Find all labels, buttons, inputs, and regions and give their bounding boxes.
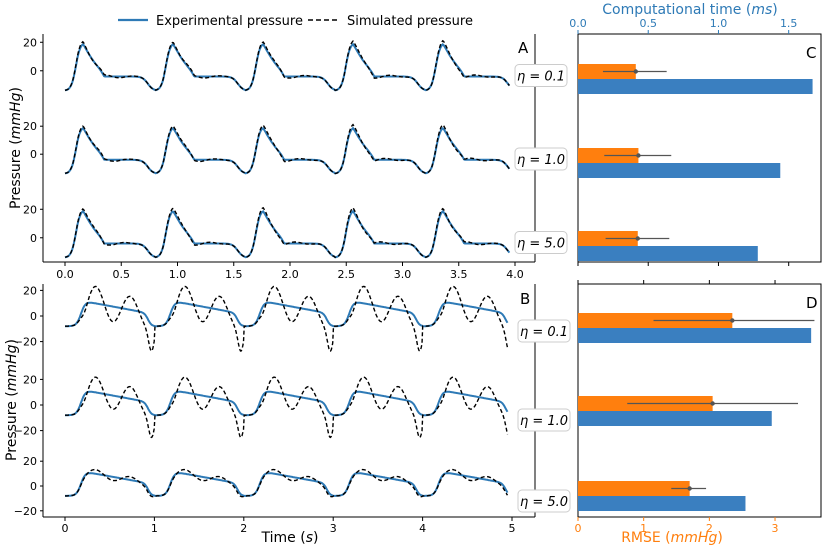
top-axis-tick-label: 0.5 [639, 17, 657, 30]
panel-c-error-point [635, 236, 640, 241]
panel-a-xtick-label: 2.0 [281, 268, 299, 281]
panel-a-xtick-label: 4.0 [506, 268, 524, 281]
panel-b-eta-box [517, 489, 571, 513]
panel-c-time-bar [578, 163, 781, 178]
panel-b-ytick-label: −20 [14, 336, 37, 349]
legend-experimental-label: Experimental pressure [156, 14, 303, 29]
panel-a-simulated-line [64, 206, 510, 259]
panel-b-ytick-label: 0 [30, 480, 37, 493]
panel-a-experimental-line [64, 126, 511, 175]
panel-b-simulated-line [65, 376, 509, 439]
panel-b-eta-label: η = 1.0 [520, 414, 568, 429]
bottom-axis-tick-label: 3 [772, 522, 779, 535]
panel-a-eta-label: η = 0.1 [517, 70, 565, 85]
panel-b-xtick-label: 4 [419, 522, 426, 535]
panel-a-experimental-line [64, 42, 511, 92]
panel-b-xtick-label: 5 [509, 522, 516, 535]
panel-b-y-axis-label: Pressure (mmHg) [4, 339, 20, 461]
panel-a-xtick-label: 0.0 [56, 268, 74, 281]
panel-b-ytick-label: −20 [14, 505, 37, 518]
panel-b-ytick-label: 20 [23, 455, 37, 468]
panel-b-ytick-label: 0 [30, 399, 37, 412]
panel-b-eta-label: η = 0.1 [520, 325, 568, 340]
panel-c-error-point [636, 153, 641, 158]
legend-simulated-label: Simulated pressure [347, 14, 473, 29]
panel-b-ytick-label: 20 [23, 373, 37, 386]
panel-a-eta-label: η = 1.0 [517, 153, 565, 168]
panel-b-xtick-label: 1 [151, 522, 158, 535]
panel-a-xtick-label: 2.5 [338, 268, 356, 281]
panel-d-letter: D [806, 294, 818, 312]
panel-d-error-point [710, 401, 715, 406]
panel-a-ytick-label: 0 [30, 148, 37, 161]
panel-a-xtick-label: 1.5 [225, 268, 243, 281]
panel-c-time-bar [578, 79, 813, 94]
panel-a-ytick-label: 0 [30, 65, 37, 78]
panel-d-time-bar [578, 411, 772, 426]
panel-a-eta-box [514, 231, 568, 254]
panel-a-y-axis-label: Pressure (mmHg) [8, 87, 24, 209]
panel-a-ytick-label: 20 [23, 203, 37, 216]
panel-d: D 0 1 2 3 [575, 280, 822, 535]
panel-b-ytick-label: 0 [30, 310, 37, 323]
panel-a-ytick-label: 0 [30, 232, 37, 245]
panel-b-simulated-line [65, 468, 509, 498]
panel-a-simulated-line [64, 123, 510, 175]
top-axis-tick-label: 1.0 [710, 17, 728, 30]
panel-d-rmse-bar [578, 481, 690, 496]
panel-b-xtick-label: 3 [330, 522, 337, 535]
bottom-axis-tick-label: 2 [706, 522, 713, 535]
panel-d-error-point [730, 318, 735, 323]
panel-a-ytick-label: 20 [23, 36, 37, 49]
panel-a-simulated-line [64, 39, 510, 92]
panel-c: C 0.0 0.5 1.0 1.5 [569, 17, 822, 266]
panel-c-error-point [633, 69, 638, 74]
panel-b-eta-box [517, 408, 571, 432]
panel-a-eta-label: η = 5.0 [517, 237, 565, 252]
panel-d-time-bar [578, 496, 746, 511]
top-axis-tick-label: 1.5 [780, 17, 798, 30]
panel-a: A 20 0 η = 0.1 20 0 η = 1.0 20 0 η = 5.0 0.0 0.5 1.… [23, 34, 568, 281]
panel-a-xtick-label: 0.5 [113, 268, 131, 281]
panel-a-eta-box [514, 64, 568, 87]
panel-a-letter: A [518, 39, 529, 57]
top-axis-label: Computational time (ms) [602, 2, 778, 18]
panel-b-xtick-label: 0 [62, 522, 69, 535]
panel-b-ytick-label: 20 [23, 284, 37, 297]
panel-b-eta-box [517, 319, 571, 343]
panel-a-experimental-line [64, 209, 511, 259]
panel-b-letter: B [520, 290, 530, 308]
panel-a-eta-box [514, 147, 568, 171]
bottom-axis-tick-label: 0 [575, 522, 582, 535]
bottom-axis-tick-label: 1 [640, 522, 647, 535]
panel-b-simulated-line [65, 285, 509, 353]
panel-d-time-bar [578, 328, 812, 343]
panel-b-ytick-label: −20 [14, 425, 37, 438]
panel-b-xtick-label: 2 [240, 522, 247, 535]
panel-c-time-bar [578, 246, 758, 261]
panel-a-ytick-label: 20 [23, 120, 37, 133]
panel-a-xtick-label: 3.0 [394, 268, 412, 281]
top-axis-tick-label: 0.0 [569, 17, 587, 30]
panel-c-letter: C [806, 44, 816, 62]
panel-b-eta-label: η = 5.0 [520, 495, 568, 510]
legend: Experimental pressure Simulated pressure [118, 14, 473, 29]
panel-b-experimental-line [65, 472, 509, 497]
x-axis-label: Time (s) [261, 530, 319, 546]
bottom-axis-label: RMSE (mmHg) [621, 530, 723, 546]
panel-a-xtick-label: 1.0 [169, 268, 187, 281]
panel-d-error-point [687, 486, 692, 491]
panel-a-xtick-label: 3.5 [450, 268, 468, 281]
